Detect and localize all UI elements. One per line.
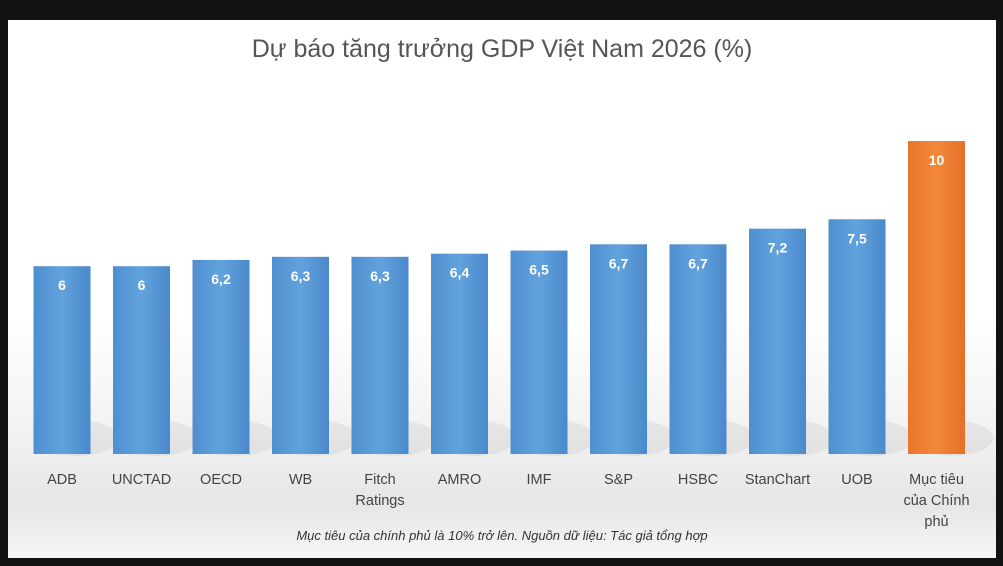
bar-value-label: 6: [58, 277, 66, 293]
bar: [113, 266, 170, 454]
bar: [33, 266, 91, 454]
bar: [272, 256, 329, 454]
bar-value-label: 7,5: [847, 230, 867, 246]
bar: [828, 219, 886, 454]
category-label: WB: [289, 472, 312, 488]
chart-title: Dự báo tăng trưởng GDP Việt Nam 2026 (%): [252, 35, 753, 63]
chart-footnote: Mục tiêu của chính phủ là 10% trở lên. N…: [296, 528, 707, 543]
category-label: UNCTAD: [112, 472, 171, 488]
category-label: OECD: [200, 472, 242, 488]
bar-value-label: 6,3: [370, 268, 390, 284]
bar-value-label: 7,2: [768, 240, 788, 256]
bar-value-label: 6,2: [211, 271, 231, 287]
category-label: Mục tiêu của Chính phủ: [903, 472, 969, 530]
category-label: IMF: [527, 472, 552, 488]
bar: [431, 253, 488, 454]
category-label: Fitch Ratings: [355, 472, 404, 509]
category-label: ADB: [47, 472, 77, 488]
bar: [749, 228, 806, 454]
bar-value-label: 6,3: [291, 268, 311, 284]
category-label: StanChart: [745, 472, 810, 488]
bar-highlight: [908, 141, 965, 454]
bar: [590, 244, 647, 454]
labels-layer: 6 ADB 6 UNCTAD 6,2 OECD 6,3 WB 6,3 Fitch Ratings 6,…: [47, 152, 969, 530]
chart-panel: Dự báo tăng trưởng GDP Việt Nam 2026 (%)…: [8, 20, 996, 558]
bar-value-label: 6,7: [609, 255, 629, 271]
bar: [510, 250, 568, 454]
bars-layer: [33, 141, 994, 456]
bar-value-label: 6: [138, 277, 146, 293]
bar-value-label: 6,7: [688, 255, 708, 271]
bar: [192, 259, 250, 454]
category-label: UOB: [841, 472, 872, 488]
bar: [669, 244, 727, 454]
bar: [351, 256, 409, 454]
bar-value-label: 6,5: [529, 262, 549, 278]
category-label: AMRO: [438, 472, 482, 488]
bar-value-label: 6,4: [450, 265, 470, 281]
bar-value-label: 10: [929, 152, 945, 168]
category-label: HSBC: [678, 472, 718, 488]
bar-chart: Dự báo tăng trưởng GDP Việt Nam 2026 (%)…: [33, 35, 994, 543]
category-label: S&P: [604, 472, 633, 488]
